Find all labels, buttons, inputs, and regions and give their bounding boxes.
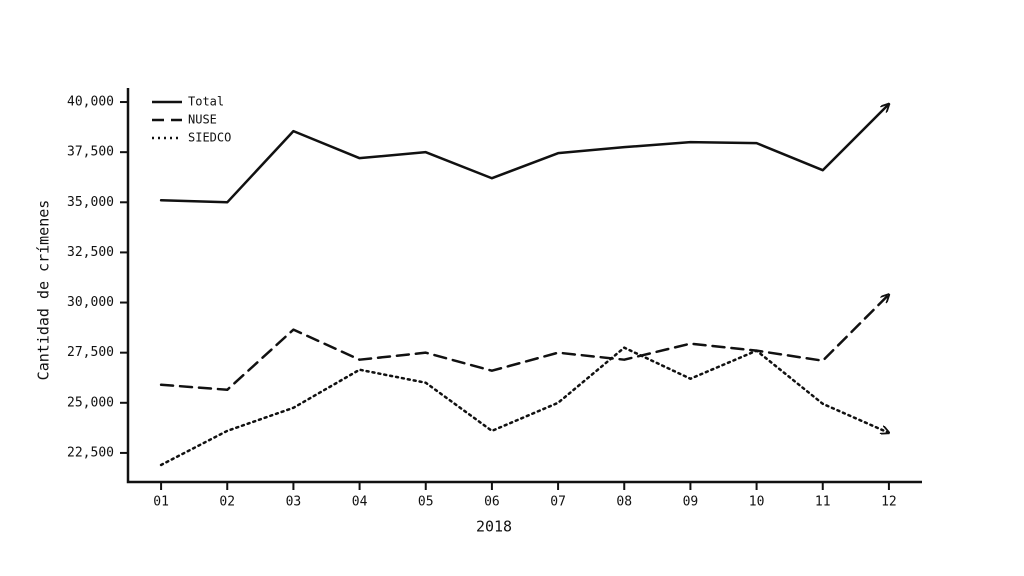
series-line — [159, 104, 889, 204]
series-line — [159, 295, 889, 392]
y-tick-label: 32,500 — [67, 245, 114, 260]
x-tick-label: 06 — [484, 495, 500, 510]
x-tick-label: 02 — [219, 495, 235, 510]
series-line — [159, 346, 889, 467]
x-tick-label: 04 — [352, 495, 368, 510]
legend-label: SIEDCO — [188, 131, 231, 145]
y-tick-label: 40,000 — [67, 95, 114, 110]
x-axis-label: 2018 — [476, 518, 512, 536]
y-axis-label: Cantidad de crímenes — [35, 200, 53, 381]
y-tick-label: 37,500 — [67, 145, 114, 160]
x-tick-label: 07 — [550, 495, 566, 510]
x-tick-label: 05 — [418, 495, 434, 510]
legend-label: NUSE — [188, 113, 217, 127]
x-tick-label: 11 — [815, 495, 831, 510]
axes — [126, 88, 922, 484]
legend-label: Total — [188, 95, 224, 109]
x-tick-label: 10 — [749, 495, 765, 510]
y-tick-label: 22,500 — [67, 445, 114, 460]
x-tick-label: 09 — [683, 495, 699, 510]
y-tick-label: 27,500 — [67, 345, 114, 360]
x-tick-label: 01 — [153, 495, 169, 510]
y-tick-label: 35,000 — [67, 195, 114, 210]
y-tick-label: 30,000 — [67, 295, 114, 310]
x-tick-label: 12 — [881, 495, 897, 510]
y-tick-label: 25,000 — [67, 395, 114, 410]
x-tick-label: 08 — [616, 495, 632, 510]
x-tick-label: 03 — [286, 495, 302, 510]
